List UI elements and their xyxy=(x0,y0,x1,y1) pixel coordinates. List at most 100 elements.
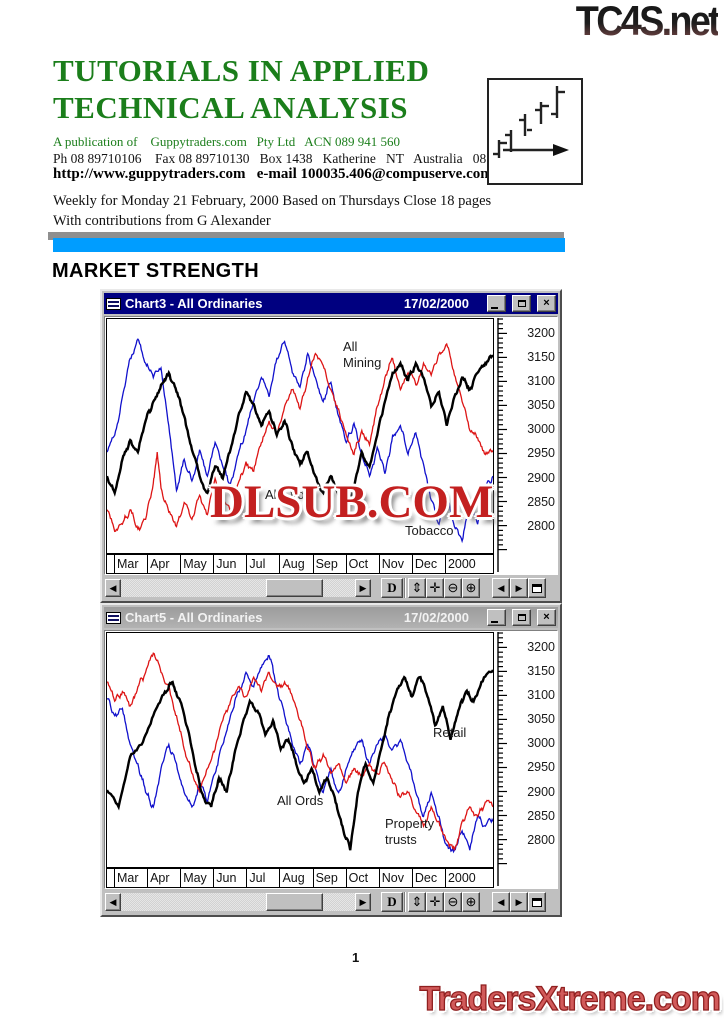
toolbar-divider xyxy=(404,892,405,912)
page-right-button[interactable]: ▶ xyxy=(510,578,528,598)
y-axis: 3200 3150 3100 3050 3000 2950 2900 2850 2800 xyxy=(495,318,559,572)
scroll-left-button[interactable]: ◀ xyxy=(105,893,121,911)
scrollbar-track[interactable] xyxy=(121,893,355,911)
y-tick-label: 3200 xyxy=(527,326,555,340)
zoom-out-button[interactable]: ⊖ xyxy=(444,578,462,598)
y-tick-label: 3150 xyxy=(527,664,555,678)
scroll-left-button[interactable]: ◀ xyxy=(105,579,121,597)
chart-body: All Mining All Ords Tobacco 3200 3150 3100 305… xyxy=(104,316,558,575)
y-tick-label: 2900 xyxy=(527,785,555,799)
series-line-all-ords xyxy=(107,354,493,515)
chart-toolbar: ◀ ▶ D ⇕ ✛ ⊖ ⊕ ◀ ▶ xyxy=(104,891,558,913)
x-axis-months: Mar Apr May Jun Jul Aug Sep Oct Nov Dec 2000 xyxy=(106,868,494,888)
y-tick-label: 2950 xyxy=(527,760,555,774)
zoom-out-button[interactable]: ⊖ xyxy=(444,892,462,912)
y-tick-label: 3100 xyxy=(527,688,555,702)
y-tick-label: 2900 xyxy=(527,471,555,485)
scroll-right-button[interactable]: ▶ xyxy=(355,579,371,597)
chart-window-chart5: Chart5 - All Ordinaries 17/02/2000 × Ret… xyxy=(100,603,562,917)
month-label: Aug xyxy=(280,555,314,573)
y-tick-label: 3100 xyxy=(527,374,555,388)
series-label-retail: Retail xyxy=(433,725,467,740)
series-line-tobacco xyxy=(107,338,493,544)
window-layout-button[interactable] xyxy=(528,892,546,912)
tc4s-logo: TC4S.net xyxy=(575,0,721,44)
price-lines-chart xyxy=(107,338,493,544)
scrollbar-thumb[interactable] xyxy=(266,893,324,911)
title-line-1: TUTORIALS IN APPLIED xyxy=(53,53,430,88)
month-label: Jun xyxy=(214,869,248,887)
month-label: Apr xyxy=(148,555,182,573)
maximize-icon xyxy=(517,300,526,307)
month-label: Apr xyxy=(148,869,182,887)
chart-toolbar: ◀ ▶ D ⇕ ✛ ⊖ ⊕ ◀ ▶ xyxy=(104,577,558,599)
y-tick-label: 2800 xyxy=(527,833,555,847)
series-line-property-trusts xyxy=(107,652,493,851)
window-icon xyxy=(532,583,542,593)
minimize-button[interactable] xyxy=(487,295,506,312)
move-button[interactable]: ✛ xyxy=(426,578,444,598)
month-label: Mar xyxy=(115,869,149,887)
titlebar[interactable]: Chart3 - All Ordinaries 17/02/2000 × xyxy=(104,293,558,314)
month-label: Mar xyxy=(115,555,149,573)
arrow-head xyxy=(553,144,569,156)
window-date: 17/02/2000 xyxy=(403,296,469,311)
month-label: Aug xyxy=(280,869,314,887)
chart-body: Retail All Ords Property trusts 3200 3150 310… xyxy=(104,630,558,889)
maximize-icon xyxy=(517,614,526,621)
toolbar-divider xyxy=(404,578,405,598)
close-button[interactable]: × xyxy=(537,295,556,312)
series-label-tobacco: Tobacco xyxy=(405,523,454,538)
plot-area: All Mining All Ords Tobacco xyxy=(106,318,494,554)
scroll-left-icon: ◀ xyxy=(109,582,117,593)
maximize-button[interactable] xyxy=(512,295,531,312)
publisher-logo-box xyxy=(487,78,583,185)
titlebar[interactable]: Chart5 - All Ordinaries 17/02/2000 × xyxy=(104,607,558,628)
page-title: TUTORIALS IN APPLIED TECHNICAL ANALYSIS xyxy=(53,52,429,126)
price-lines-chart xyxy=(107,652,493,854)
zoom-in-button[interactable]: ⊕ xyxy=(462,578,480,598)
series-line-all-ords xyxy=(107,669,493,851)
zoom-in-button[interactable]: ⊕ xyxy=(462,892,480,912)
move-button[interactable]: ✛ xyxy=(426,892,444,912)
month-label: Dec xyxy=(413,869,446,887)
daily-period-button[interactable]: D xyxy=(381,892,403,912)
y-axis-ruler xyxy=(497,632,507,886)
y-axis: 3200 3150 3100 3050 3000 2950 2900 2850 2800 xyxy=(495,632,559,886)
section-heading: MARKET STRENGTH xyxy=(52,260,260,282)
divider-shadow-bar xyxy=(48,232,564,240)
page-right-icon: ▶ xyxy=(515,582,523,593)
step-chart-arrow-icon xyxy=(493,86,569,158)
month-label: May xyxy=(181,555,215,573)
scroll-right-button[interactable]: ▶ xyxy=(355,893,371,911)
y-tick-label: 3050 xyxy=(527,398,555,412)
page-left-button[interactable]: ◀ xyxy=(492,578,510,598)
month-label: Dec xyxy=(413,555,446,573)
maximize-button[interactable] xyxy=(512,609,531,626)
month-label: Jun xyxy=(214,555,248,573)
close-button[interactable]: × xyxy=(537,609,556,626)
page-left-button[interactable]: ◀ xyxy=(492,892,510,912)
x-axis-months: Mar Apr May Jun Jul Aug Sep Oct Nov Dec 2000 xyxy=(106,554,494,574)
series-label-property-trusts: Property trusts xyxy=(385,816,435,848)
month-label: Nov xyxy=(380,869,413,887)
window-icon xyxy=(532,897,542,907)
vertical-scale-button[interactable]: ⇕ xyxy=(408,892,426,912)
vertical-scale-button[interactable]: ⇕ xyxy=(408,578,426,598)
minimize-button[interactable] xyxy=(487,609,506,626)
month-row-stub xyxy=(107,869,115,887)
scroll-right-icon: ▶ xyxy=(359,896,367,907)
series-line-all-mining xyxy=(107,342,493,533)
scrollbar-track[interactable] xyxy=(121,579,355,597)
issue-line: Weekly for Monday 21 February, 2000 Base… xyxy=(53,193,492,209)
y-tick-label: 3000 xyxy=(527,736,555,750)
scrollbar-thumb[interactable] xyxy=(266,579,324,597)
contact-line: Ph 08 89710106 Fax 08 89710130 Box 1438 … xyxy=(53,151,500,166)
y-tick-label: 3150 xyxy=(527,350,555,364)
daily-period-button[interactable]: D xyxy=(381,578,403,598)
page-right-button[interactable]: ▶ xyxy=(510,892,528,912)
minimize-icon xyxy=(491,621,498,623)
title-line-2: TECHNICAL ANALYSIS xyxy=(53,90,409,126)
window-layout-button[interactable] xyxy=(528,578,546,598)
